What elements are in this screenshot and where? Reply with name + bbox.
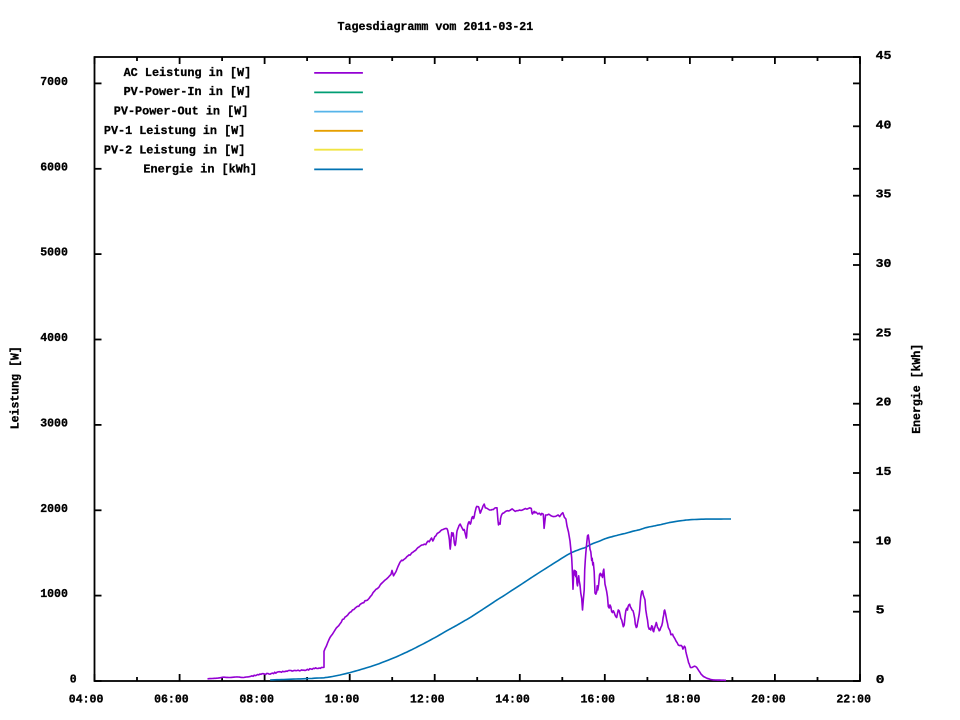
svg-text:40: 40 (876, 118, 892, 132)
svg-text:14:00: 14:00 (495, 693, 530, 707)
svg-text:7000: 7000 (40, 75, 68, 89)
svg-text:5: 5 (876, 604, 885, 618)
svg-text:06:00: 06:00 (154, 693, 189, 707)
svg-text:30: 30 (876, 257, 892, 271)
svg-text:35: 35 (876, 188, 892, 202)
svg-text:22:00: 22:00 (836, 693, 871, 707)
svg-text:PV-Power-Out in [W]: PV-Power-Out in [W] (114, 104, 249, 118)
svg-text:PV-Power-In in [W]: PV-Power-In in [W] (124, 85, 252, 99)
svg-text:AC Leistung in [W]: AC Leistung in [W] (124, 66, 252, 80)
svg-text:Leistung [W]: Leistung [W] (9, 346, 23, 429)
svg-text:08:00: 08:00 (239, 693, 274, 707)
svg-text:Energie in [kWh]: Energie in [kWh] (143, 163, 257, 177)
svg-text:2000: 2000 (40, 502, 68, 516)
svg-text:0: 0 (876, 673, 885, 687)
svg-text:0: 0 (70, 673, 77, 687)
svg-text:PV-2 Leistung in [W]: PV-2 Leistung in [W] (104, 143, 245, 157)
svg-text:4000: 4000 (40, 331, 68, 345)
svg-text:5000: 5000 (40, 246, 68, 260)
svg-text:15: 15 (876, 465, 892, 479)
svg-text:12:00: 12:00 (410, 693, 445, 707)
svg-text:6000: 6000 (40, 160, 68, 174)
svg-text:1000: 1000 (40, 587, 68, 601)
svg-text:PV-1 Leistung in [W]: PV-1 Leistung in [W] (104, 124, 245, 138)
svg-text:10: 10 (876, 534, 892, 548)
svg-text:20:00: 20:00 (751, 693, 786, 707)
svg-text:20: 20 (876, 396, 892, 410)
svg-text:25: 25 (876, 326, 892, 340)
svg-text:04:00: 04:00 (69, 693, 104, 707)
svg-text:10:00: 10:00 (325, 693, 360, 707)
svg-text:16:00: 16:00 (581, 693, 616, 707)
svg-text:Tagesdiagramm vom 2011-03-21: Tagesdiagramm vom 2011-03-21 (338, 20, 534, 34)
svg-text:3000: 3000 (40, 416, 68, 430)
svg-text:Energie [kWh]: Energie [kWh] (910, 344, 924, 434)
svg-text:45: 45 (876, 49, 892, 63)
svg-text:18:00: 18:00 (666, 693, 701, 707)
